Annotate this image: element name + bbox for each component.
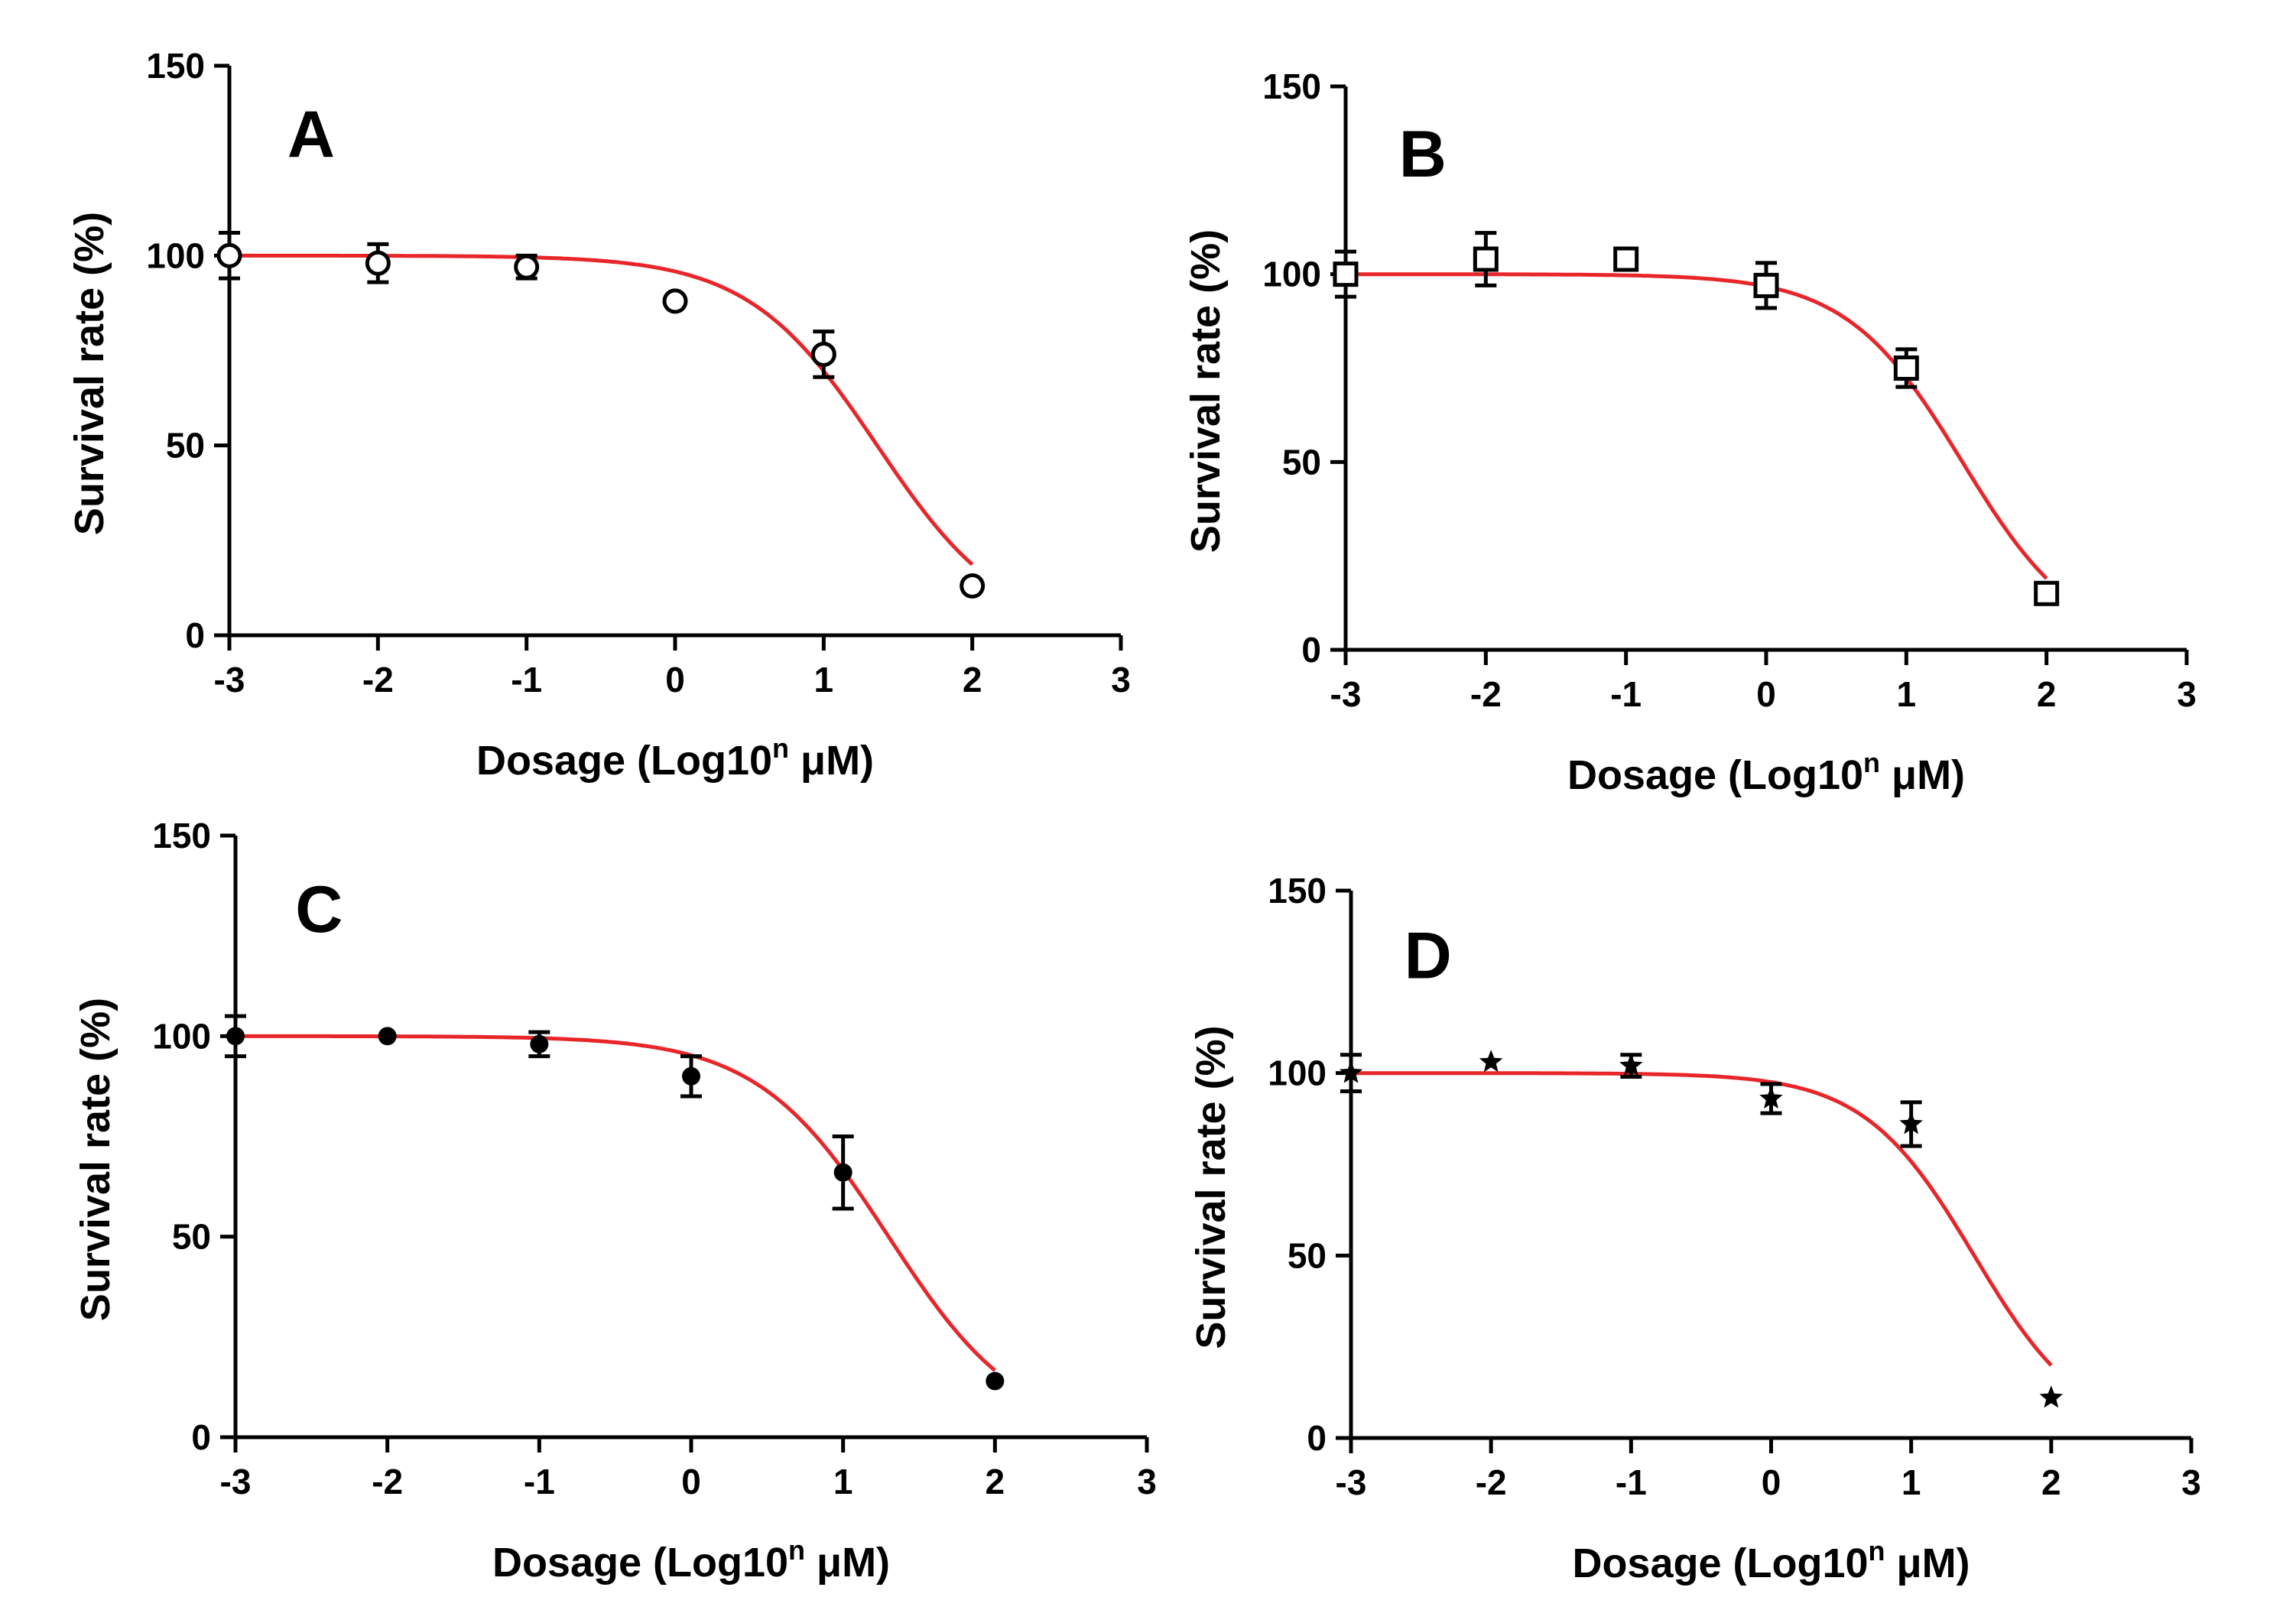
data-point-5 xyxy=(2039,1385,2064,1408)
x-tick-label: 3 xyxy=(2181,1462,2201,1502)
y-tick-label: 100 xyxy=(1268,1053,1327,1093)
y-tick-label: 100 xyxy=(152,1016,211,1056)
x-tick-label: -3 xyxy=(214,660,245,700)
data-point-1 xyxy=(1479,1050,1503,1073)
data-point-5 xyxy=(986,1371,1005,1391)
fit-curve xyxy=(235,1034,996,1372)
y-tick-label: 0 xyxy=(191,1417,211,1457)
data-point-3 xyxy=(682,1066,700,1086)
x-axis-title: Dosage (Log10n μM) xyxy=(476,732,874,784)
x-tick-label: -1 xyxy=(1616,1462,1647,1502)
y-axis-title: Survival rate (%) xyxy=(1188,1025,1234,1349)
x-axis-title: Dosage (Log10n μM) xyxy=(492,1534,890,1586)
x-tick-label: -3 xyxy=(1330,674,1362,714)
x-tick-label: 3 xyxy=(1137,1462,1157,1501)
y-axis-title: Survival rate (%) xyxy=(67,212,112,535)
fit-curve xyxy=(1346,272,2048,580)
data-point-0 xyxy=(226,1027,245,1046)
x-tick-label: 1 xyxy=(1897,674,1917,714)
x-tick-label: -3 xyxy=(1336,1462,1367,1502)
data-point-5 xyxy=(960,573,986,599)
panel-label: B xyxy=(1399,118,1447,191)
data-point-0 xyxy=(1333,261,1359,287)
y-tick-label: 0 xyxy=(1307,1418,1327,1458)
x-tick-label: 3 xyxy=(1111,660,1131,700)
y-tick-label: 150 xyxy=(152,816,211,855)
y-tick-label: 150 xyxy=(1262,67,1321,106)
data-point-2 xyxy=(1613,246,1639,272)
x-tick-label: -2 xyxy=(362,660,394,700)
y-tick-label: 50 xyxy=(172,1217,211,1257)
x-tick-label: 0 xyxy=(665,660,685,700)
x-tick-label: 2 xyxy=(986,1462,1005,1501)
panel-b: -3 -2 -1 0 1 2 3 0 50 100 150 Dosage (Log10n μM) Sur… xyxy=(1183,67,2197,798)
y-axis-title: Survival rate (%) xyxy=(1183,229,1229,553)
data-point-1 xyxy=(365,250,391,276)
x-tick-label: -2 xyxy=(1476,1462,1507,1502)
data-point-1 xyxy=(1473,246,1499,272)
x-tick-label: 1 xyxy=(1901,1462,1921,1502)
x-tick-label: 0 xyxy=(1762,1462,1781,1502)
data-point-4 xyxy=(833,1163,852,1182)
data-point-0 xyxy=(216,242,242,268)
y-tick-label: 0 xyxy=(1301,630,1321,670)
panel-label: C xyxy=(295,873,343,946)
data-point-3 xyxy=(662,288,688,314)
y-tick-label: 100 xyxy=(1262,255,1321,294)
fit-curve xyxy=(1351,1071,2053,1367)
data-point-2 xyxy=(1619,1053,1643,1076)
panel-c: -3 -2 -1 0 1 2 3 0 50 100 150 Dosage (Log10n μM) Sur… xyxy=(73,816,1157,1586)
panel-label: A xyxy=(287,98,335,171)
x-tick-label: 1 xyxy=(833,1462,853,1501)
y-tick-label: 0 xyxy=(185,615,205,655)
data-point-3 xyxy=(1753,272,1779,298)
x-tick-label: 0 xyxy=(1756,674,1776,714)
panel-d: -3 -2 -1 0 1 2 3 0 50 100 150 Dosage (Log10n μM) Sur… xyxy=(1188,871,2201,1586)
x-tick-label: 1 xyxy=(814,660,834,700)
x-axis-title: Dosage (Log10n μM) xyxy=(1572,1535,1970,1586)
x-tick-label: -1 xyxy=(524,1462,555,1501)
data-point-1 xyxy=(378,1027,397,1046)
y-tick-label: 150 xyxy=(146,46,205,86)
data-point-0 xyxy=(1339,1060,1363,1083)
x-tick-label: -3 xyxy=(220,1462,252,1501)
y-tick-label: 50 xyxy=(166,426,205,466)
data-point-5 xyxy=(2034,580,2060,606)
fit-curve xyxy=(229,253,974,566)
x-tick-label: -1 xyxy=(1610,674,1642,714)
data-point-2 xyxy=(530,1034,549,1053)
x-tick-label: 0 xyxy=(681,1462,701,1501)
panel-label: D xyxy=(1405,920,1452,993)
y-tick-label: 150 xyxy=(1268,871,1327,911)
y-tick-label: 50 xyxy=(1288,1235,1327,1275)
data-point-3 xyxy=(1759,1086,1783,1109)
y-axis-title: Survival rate (%) xyxy=(73,998,119,1321)
x-tick-label: 2 xyxy=(963,660,982,700)
data-point-4 xyxy=(1899,1112,1923,1134)
data-point-4 xyxy=(810,341,836,367)
x-tick-label: -2 xyxy=(1470,674,1502,714)
data-point-4 xyxy=(1893,355,1919,381)
y-tick-label: 50 xyxy=(1282,442,1321,482)
panel-a: -3 -2 -1 0 1 2 3 0 50 100 150 Dosage (Log10n μM) Sur… xyxy=(67,46,1131,784)
x-tick-label: -2 xyxy=(372,1462,403,1501)
x-tick-label: 3 xyxy=(2177,674,2197,714)
x-tick-label: -1 xyxy=(511,660,542,700)
x-tick-label: 2 xyxy=(2041,1462,2061,1502)
x-tick-label: 2 xyxy=(2037,674,2057,714)
x-axis-title: Dosage (Log10n μM) xyxy=(1567,747,1965,798)
data-point-2 xyxy=(514,254,540,280)
y-tick-label: 100 xyxy=(146,235,205,275)
